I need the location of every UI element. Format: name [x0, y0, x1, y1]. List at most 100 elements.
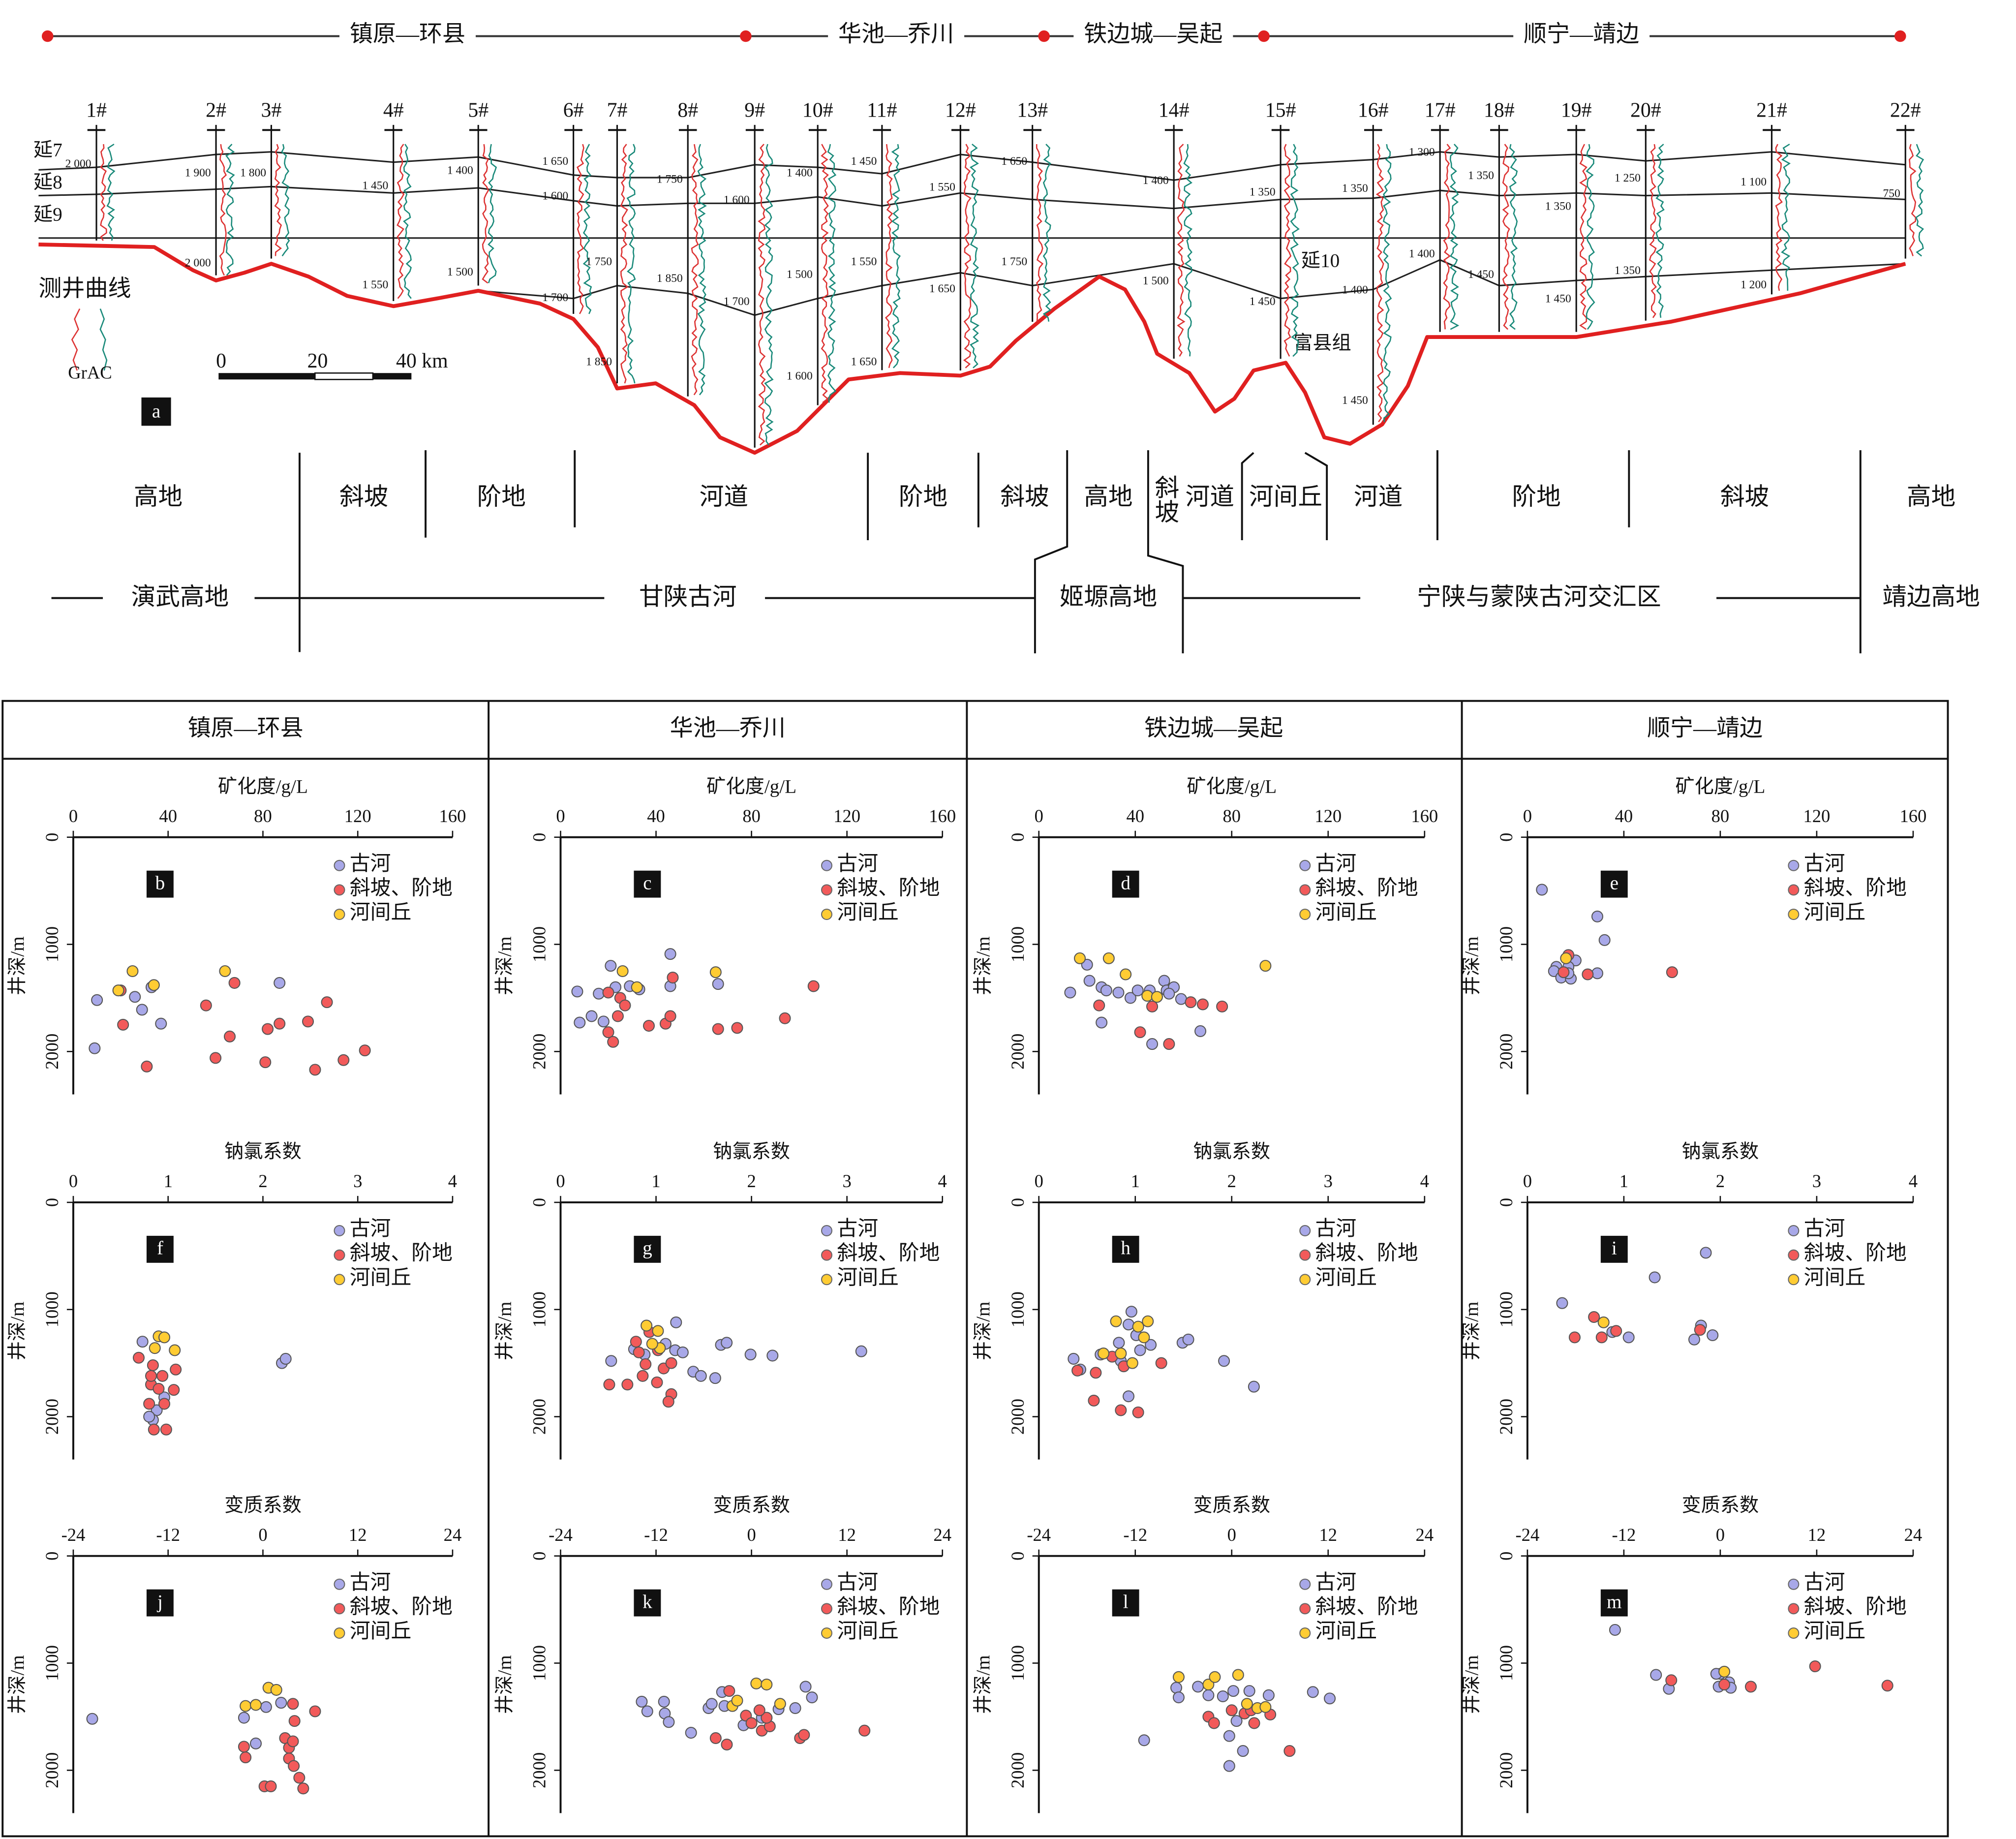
data-point	[1649, 1271, 1661, 1284]
data-point	[153, 1382, 165, 1395]
data-point	[148, 979, 160, 991]
geomorph-label: 阶地	[1512, 483, 1561, 510]
y-tick-label: 2000	[42, 1752, 62, 1788]
legend-label: 河间丘	[1804, 1266, 1865, 1289]
data-point	[160, 1423, 172, 1436]
data-point	[676, 1346, 689, 1358]
data-point	[293, 1772, 305, 1784]
y-tick-label: 0	[1008, 1552, 1028, 1561]
well-name: 5#	[468, 99, 489, 122]
legend-label: 古河	[837, 853, 878, 875]
well-log	[1449, 144, 1460, 330]
well-log	[1183, 144, 1193, 357]
data-point	[91, 994, 103, 1006]
y-axis-title: 井深/m	[1461, 936, 1482, 995]
data-point	[1718, 1679, 1731, 1691]
panel-label-box	[1600, 1589, 1628, 1617]
well-name: 12#	[945, 99, 976, 122]
x-tick-label: 120	[833, 806, 860, 826]
well-log	[1579, 144, 1588, 330]
well-log	[969, 144, 980, 368]
panel-label-box	[634, 870, 661, 898]
panel-label-box	[1112, 1589, 1139, 1617]
well-log	[1177, 144, 1186, 357]
layer-label: 延7	[33, 140, 62, 161]
data-point	[1185, 996, 1197, 1009]
x-tick-label: -12	[644, 1525, 668, 1545]
data-point	[210, 1052, 222, 1064]
legend-label: 河间丘	[350, 1266, 411, 1289]
legend-marker	[1788, 1274, 1800, 1286]
data-point	[766, 1349, 779, 1362]
well-name: 21#	[1756, 99, 1787, 122]
data-point	[1227, 1685, 1240, 1697]
data-point	[1141, 990, 1154, 1002]
data-point	[1591, 910, 1603, 922]
data-point	[1098, 1348, 1110, 1360]
x-axis-title: 变质系数	[1193, 1495, 1270, 1516]
legend-marker	[334, 1603, 345, 1615]
data-point	[731, 1694, 743, 1707]
depth-label: 1 500	[1143, 275, 1169, 287]
data-point	[147, 1359, 159, 1372]
x-tick-label: 24	[444, 1525, 462, 1545]
scale-label: 0	[216, 350, 226, 372]
scale-segment	[218, 373, 315, 380]
data-point	[712, 1023, 724, 1035]
x-tick-label: 12	[1319, 1525, 1337, 1545]
boundary	[1304, 452, 1328, 541]
y-tick-label: 1000	[42, 1645, 62, 1681]
x-axis-title: 钠氯系数	[1682, 1141, 1759, 1163]
route-node	[1258, 30, 1270, 42]
depth-label: 1 700	[542, 291, 568, 304]
geomorph-boundaries	[51, 450, 1862, 654]
data-point	[1307, 1686, 1319, 1698]
x-tick-label: 160	[929, 806, 956, 826]
depth-label: 1 500	[447, 266, 473, 278]
panel-label: f	[157, 1238, 164, 1259]
x-tick-label: 4	[1420, 1171, 1429, 1191]
data-point	[1071, 1364, 1084, 1377]
panel-label-box	[634, 1589, 661, 1617]
well-log	[1915, 144, 1924, 257]
depth-label: 1 600	[724, 193, 750, 206]
data-point	[1223, 1760, 1235, 1772]
data-point	[1232, 1669, 1244, 1681]
depth-label: 1 550	[851, 255, 877, 268]
well-log	[963, 144, 972, 368]
data-point	[709, 1732, 722, 1744]
legend-marker	[1788, 909, 1800, 920]
geomorph-label: 高地	[134, 483, 183, 510]
well-name: 9#	[744, 99, 765, 122]
data-point	[789, 1702, 801, 1714]
legend-label: 河间丘	[837, 1620, 898, 1643]
data-point	[1163, 987, 1175, 1000]
route-label-bg	[828, 21, 965, 47]
data-point	[1196, 998, 1209, 1011]
data-point	[1115, 1404, 1127, 1416]
paleo-label: 靖边高地	[1882, 583, 1980, 611]
y-tick-label: 2000	[42, 1399, 62, 1435]
y-axis-title: 井深/m	[494, 936, 516, 995]
data-point	[1598, 934, 1611, 946]
route-label-bg	[1513, 21, 1650, 47]
boundary	[1034, 450, 1069, 654]
data-point	[287, 1698, 299, 1710]
depth-label: 2 000	[65, 157, 92, 170]
y-tick-label: 2000	[1008, 1399, 1028, 1435]
data-point	[1132, 1406, 1144, 1418]
data-point	[321, 996, 333, 1009]
data-point	[1194, 1025, 1207, 1037]
data-point	[89, 1042, 101, 1054]
well-log	[1036, 144, 1044, 322]
data-point	[148, 1423, 160, 1436]
well-log	[758, 144, 766, 446]
layer-label: 延10	[1301, 250, 1340, 271]
x-axis-title: 矿化度/g/L	[1187, 776, 1277, 797]
depth-label: 1 400	[1409, 247, 1435, 260]
panel-label: m	[1607, 1591, 1621, 1612]
legend-marker	[1788, 1627, 1800, 1639]
depth-label: 1 800	[240, 167, 266, 180]
legend-label: 河间丘	[1315, 1266, 1377, 1289]
data-point	[658, 1695, 670, 1708]
